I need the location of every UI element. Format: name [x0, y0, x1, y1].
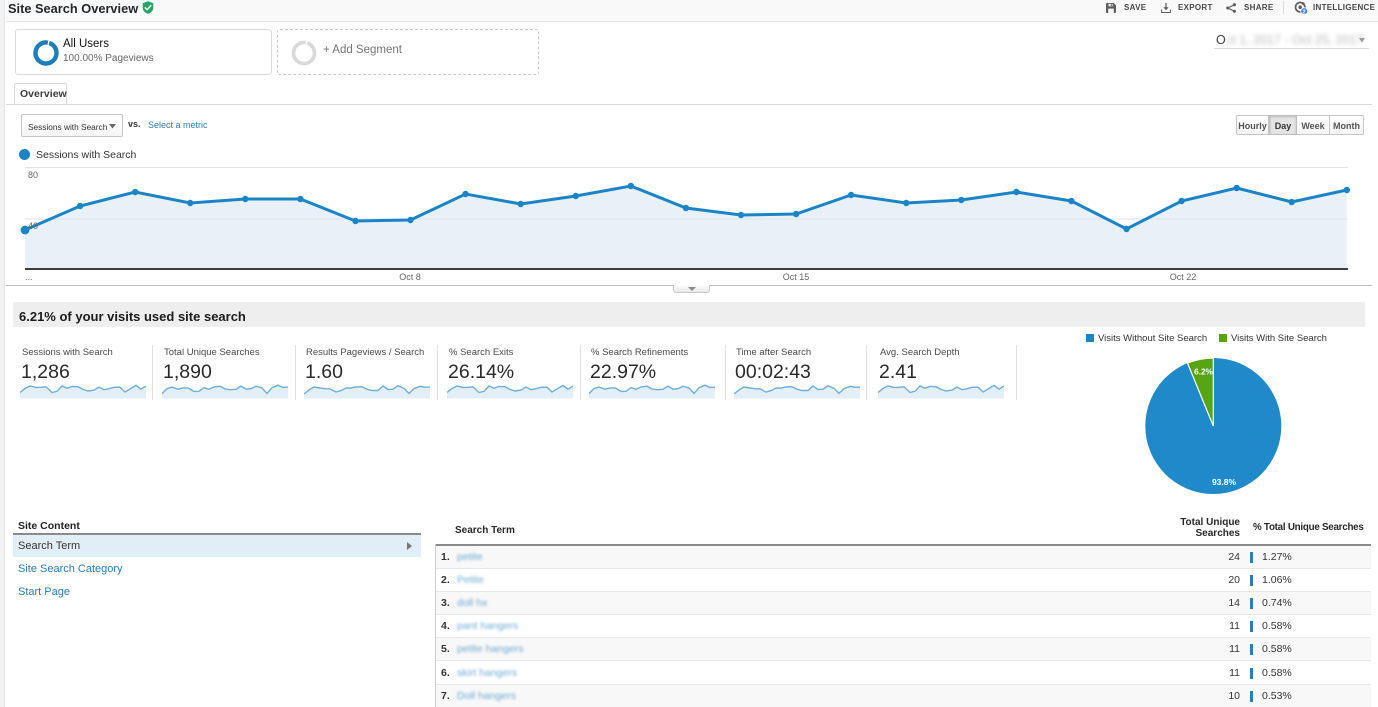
- svg-text:2: 2: [1302, 9, 1306, 15]
- svg-text:6.2%: 6.2%: [1194, 368, 1213, 377]
- svg-text:93.8%: 93.8%: [1212, 477, 1237, 487]
